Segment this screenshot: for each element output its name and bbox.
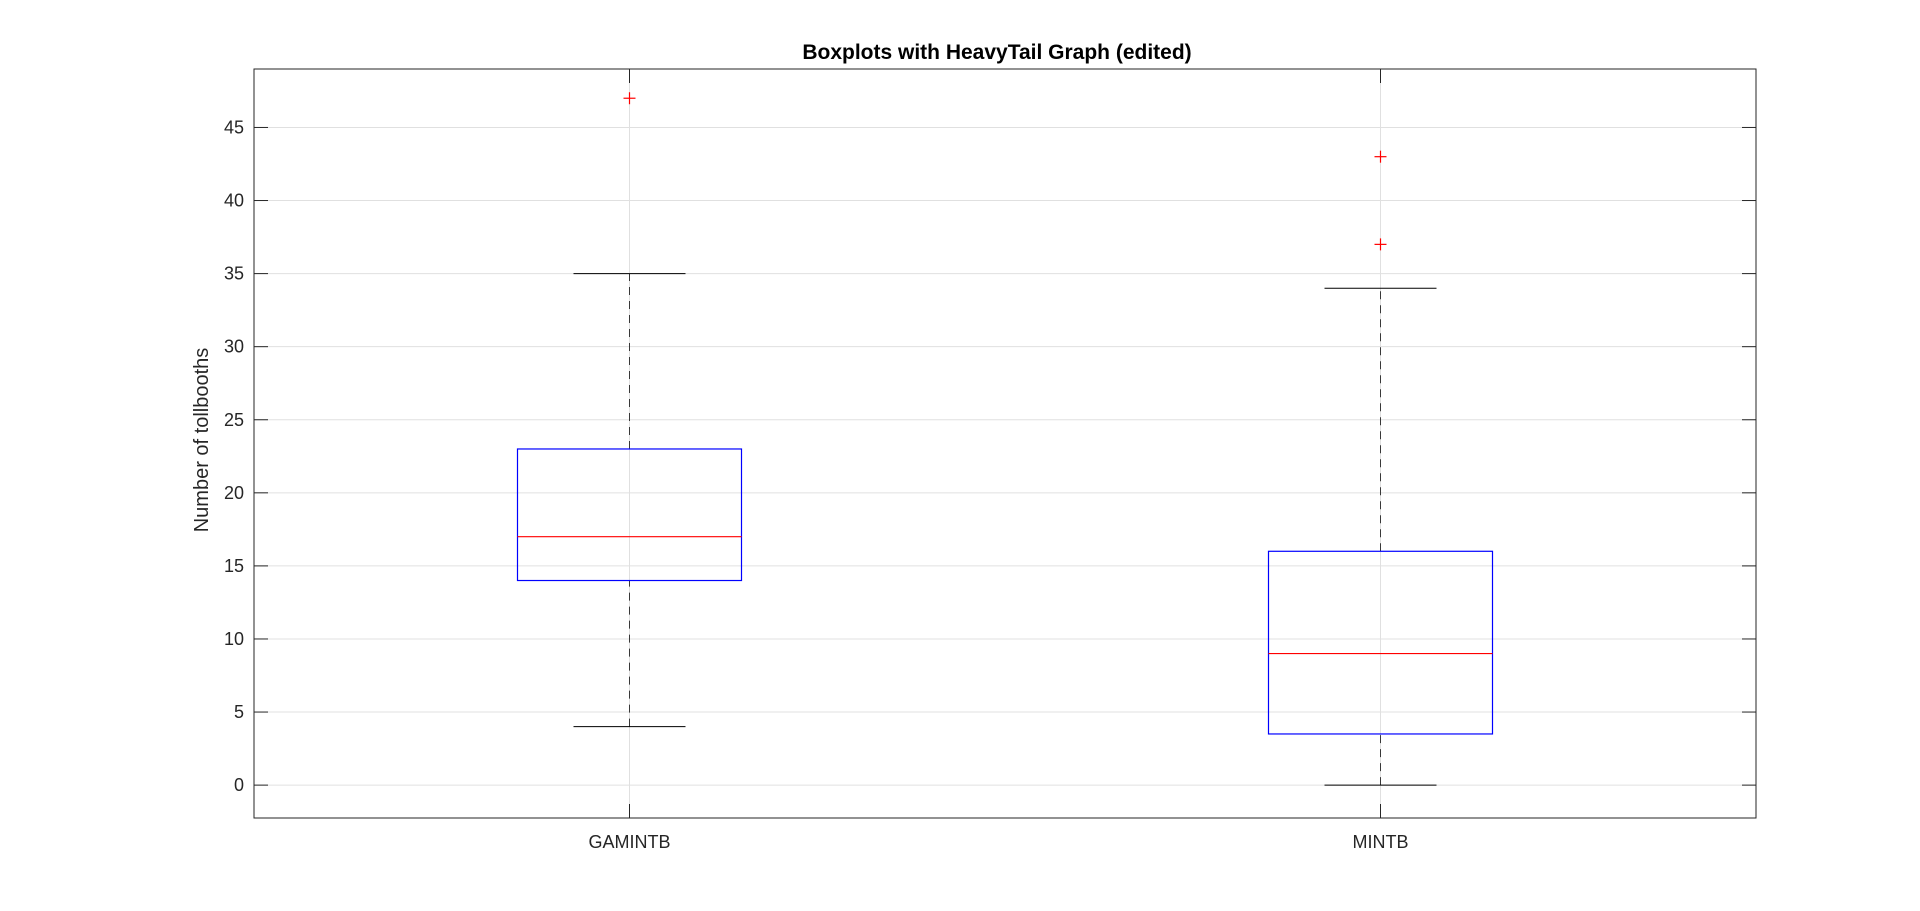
iqr-box-mintb xyxy=(1267,550,1494,735)
iqr-box-gamintb xyxy=(516,448,743,582)
outlier-mintb-0 xyxy=(1374,238,1387,251)
y-tick-label: 5 xyxy=(234,702,244,722)
grid-layer xyxy=(254,69,1756,818)
y-tick-label: 35 xyxy=(224,264,244,284)
y-tick-label: 15 xyxy=(224,556,244,576)
y-tick-label: 30 xyxy=(224,337,244,357)
box-layer xyxy=(516,92,1494,786)
y-tick-label: 25 xyxy=(224,410,244,430)
chart-title: Boxplots with HeavyTail Graph (edited) xyxy=(802,41,1191,64)
box-group-gamintb xyxy=(516,92,743,728)
outlier-gamintb-0 xyxy=(623,92,636,105)
x-tick-label-mintb: MINTB xyxy=(1353,832,1409,852)
box-group-mintb xyxy=(1267,150,1494,786)
y-tick-label: 10 xyxy=(224,629,244,649)
y-tick-label: 0 xyxy=(234,775,244,795)
outlier-mintb-1 xyxy=(1374,150,1387,163)
axes-frame xyxy=(253,68,1757,819)
axes-layer xyxy=(253,68,1757,819)
y-tick-label: 45 xyxy=(224,117,244,137)
x-tick-label-gamintb: GAMINTB xyxy=(588,832,670,852)
y-tick-label: 20 xyxy=(224,483,244,503)
y-tick-label: 40 xyxy=(224,191,244,211)
text-layer: Boxplots with HeavyTail Graph (edited) N… xyxy=(191,41,1409,852)
y-axis-label: Number of tollbooths xyxy=(191,348,213,533)
